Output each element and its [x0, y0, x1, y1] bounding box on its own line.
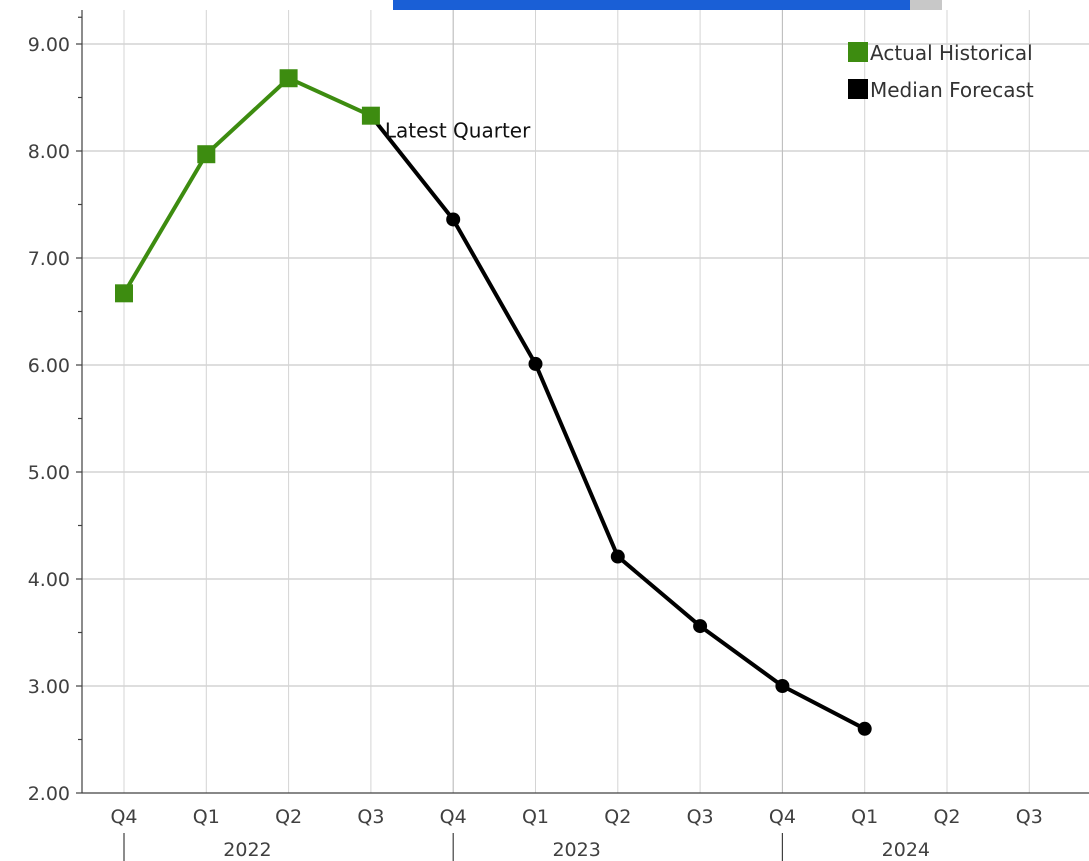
legend-swatch — [848, 42, 868, 62]
labels: 9.00 8.00 7.00 6.00 5.00 4.00 3.00 2.00 Q4 Q1 Q2 Q3… — [28, 34, 1043, 861]
data-point-actual — [115, 284, 133, 303]
data-point-forecast — [610, 549, 625, 564]
y-tick-label: 4.00 — [28, 569, 70, 591]
data-point-actual — [279, 69, 298, 88]
x-tick-label: Q3 — [687, 806, 714, 828]
top-selection-bar-end — [910, 0, 942, 10]
legend: Actual Historical Median Forecast — [848, 41, 1034, 102]
series — [115, 69, 872, 736]
x-tick-label: Q4 — [769, 806, 796, 828]
data-point-actual — [361, 106, 380, 125]
grid — [82, 10, 1089, 793]
y-tick-label: 8.00 — [28, 141, 70, 163]
y-tick-label: 9.00 — [28, 34, 70, 56]
x-tick-label: Q4 — [110, 806, 137, 828]
axes — [76, 10, 1089, 861]
top-selection-bar — [393, 0, 910, 10]
x-tick-label: Q2 — [933, 806, 960, 828]
annotation-latest-quarter: Latest Quarter — [385, 119, 531, 143]
y-tick-label: 3.00 — [28, 676, 70, 698]
legend-label: Median Forecast — [870, 78, 1034, 102]
data-point-forecast — [446, 212, 461, 227]
data-point-forecast — [528, 356, 543, 371]
year-label: 2023 — [552, 839, 600, 861]
x-tick-label: Q1 — [851, 806, 878, 828]
x-tick-label: Q1 — [193, 806, 220, 828]
y-tick-label: 7.00 — [28, 248, 70, 270]
data-point-actual — [197, 145, 216, 164]
x-tick-label: Q2 — [275, 806, 302, 828]
data-point-forecast — [693, 619, 708, 634]
x-tick-label: Q3 — [1016, 806, 1043, 828]
data-point-forecast — [775, 679, 790, 693]
y-tick-label: 5.00 — [28, 462, 70, 484]
year-label: 2024 — [882, 839, 930, 861]
x-tick-label: Q4 — [440, 806, 467, 828]
data-point-forecast — [857, 721, 872, 736]
x-tick-label: Q3 — [357, 806, 384, 828]
x-tick-label: Q2 — [604, 806, 631, 828]
year-label: 2022 — [223, 839, 271, 861]
x-tick-label: Q1 — [522, 806, 549, 828]
series-line-actual-historical — [122, 76, 372, 295]
y-tick-label: 2.00 — [28, 783, 70, 805]
legend-swatch — [848, 79, 868, 99]
y-tick-label: 6.00 — [28, 355, 70, 377]
legend-label: Actual Historical — [870, 41, 1033, 65]
